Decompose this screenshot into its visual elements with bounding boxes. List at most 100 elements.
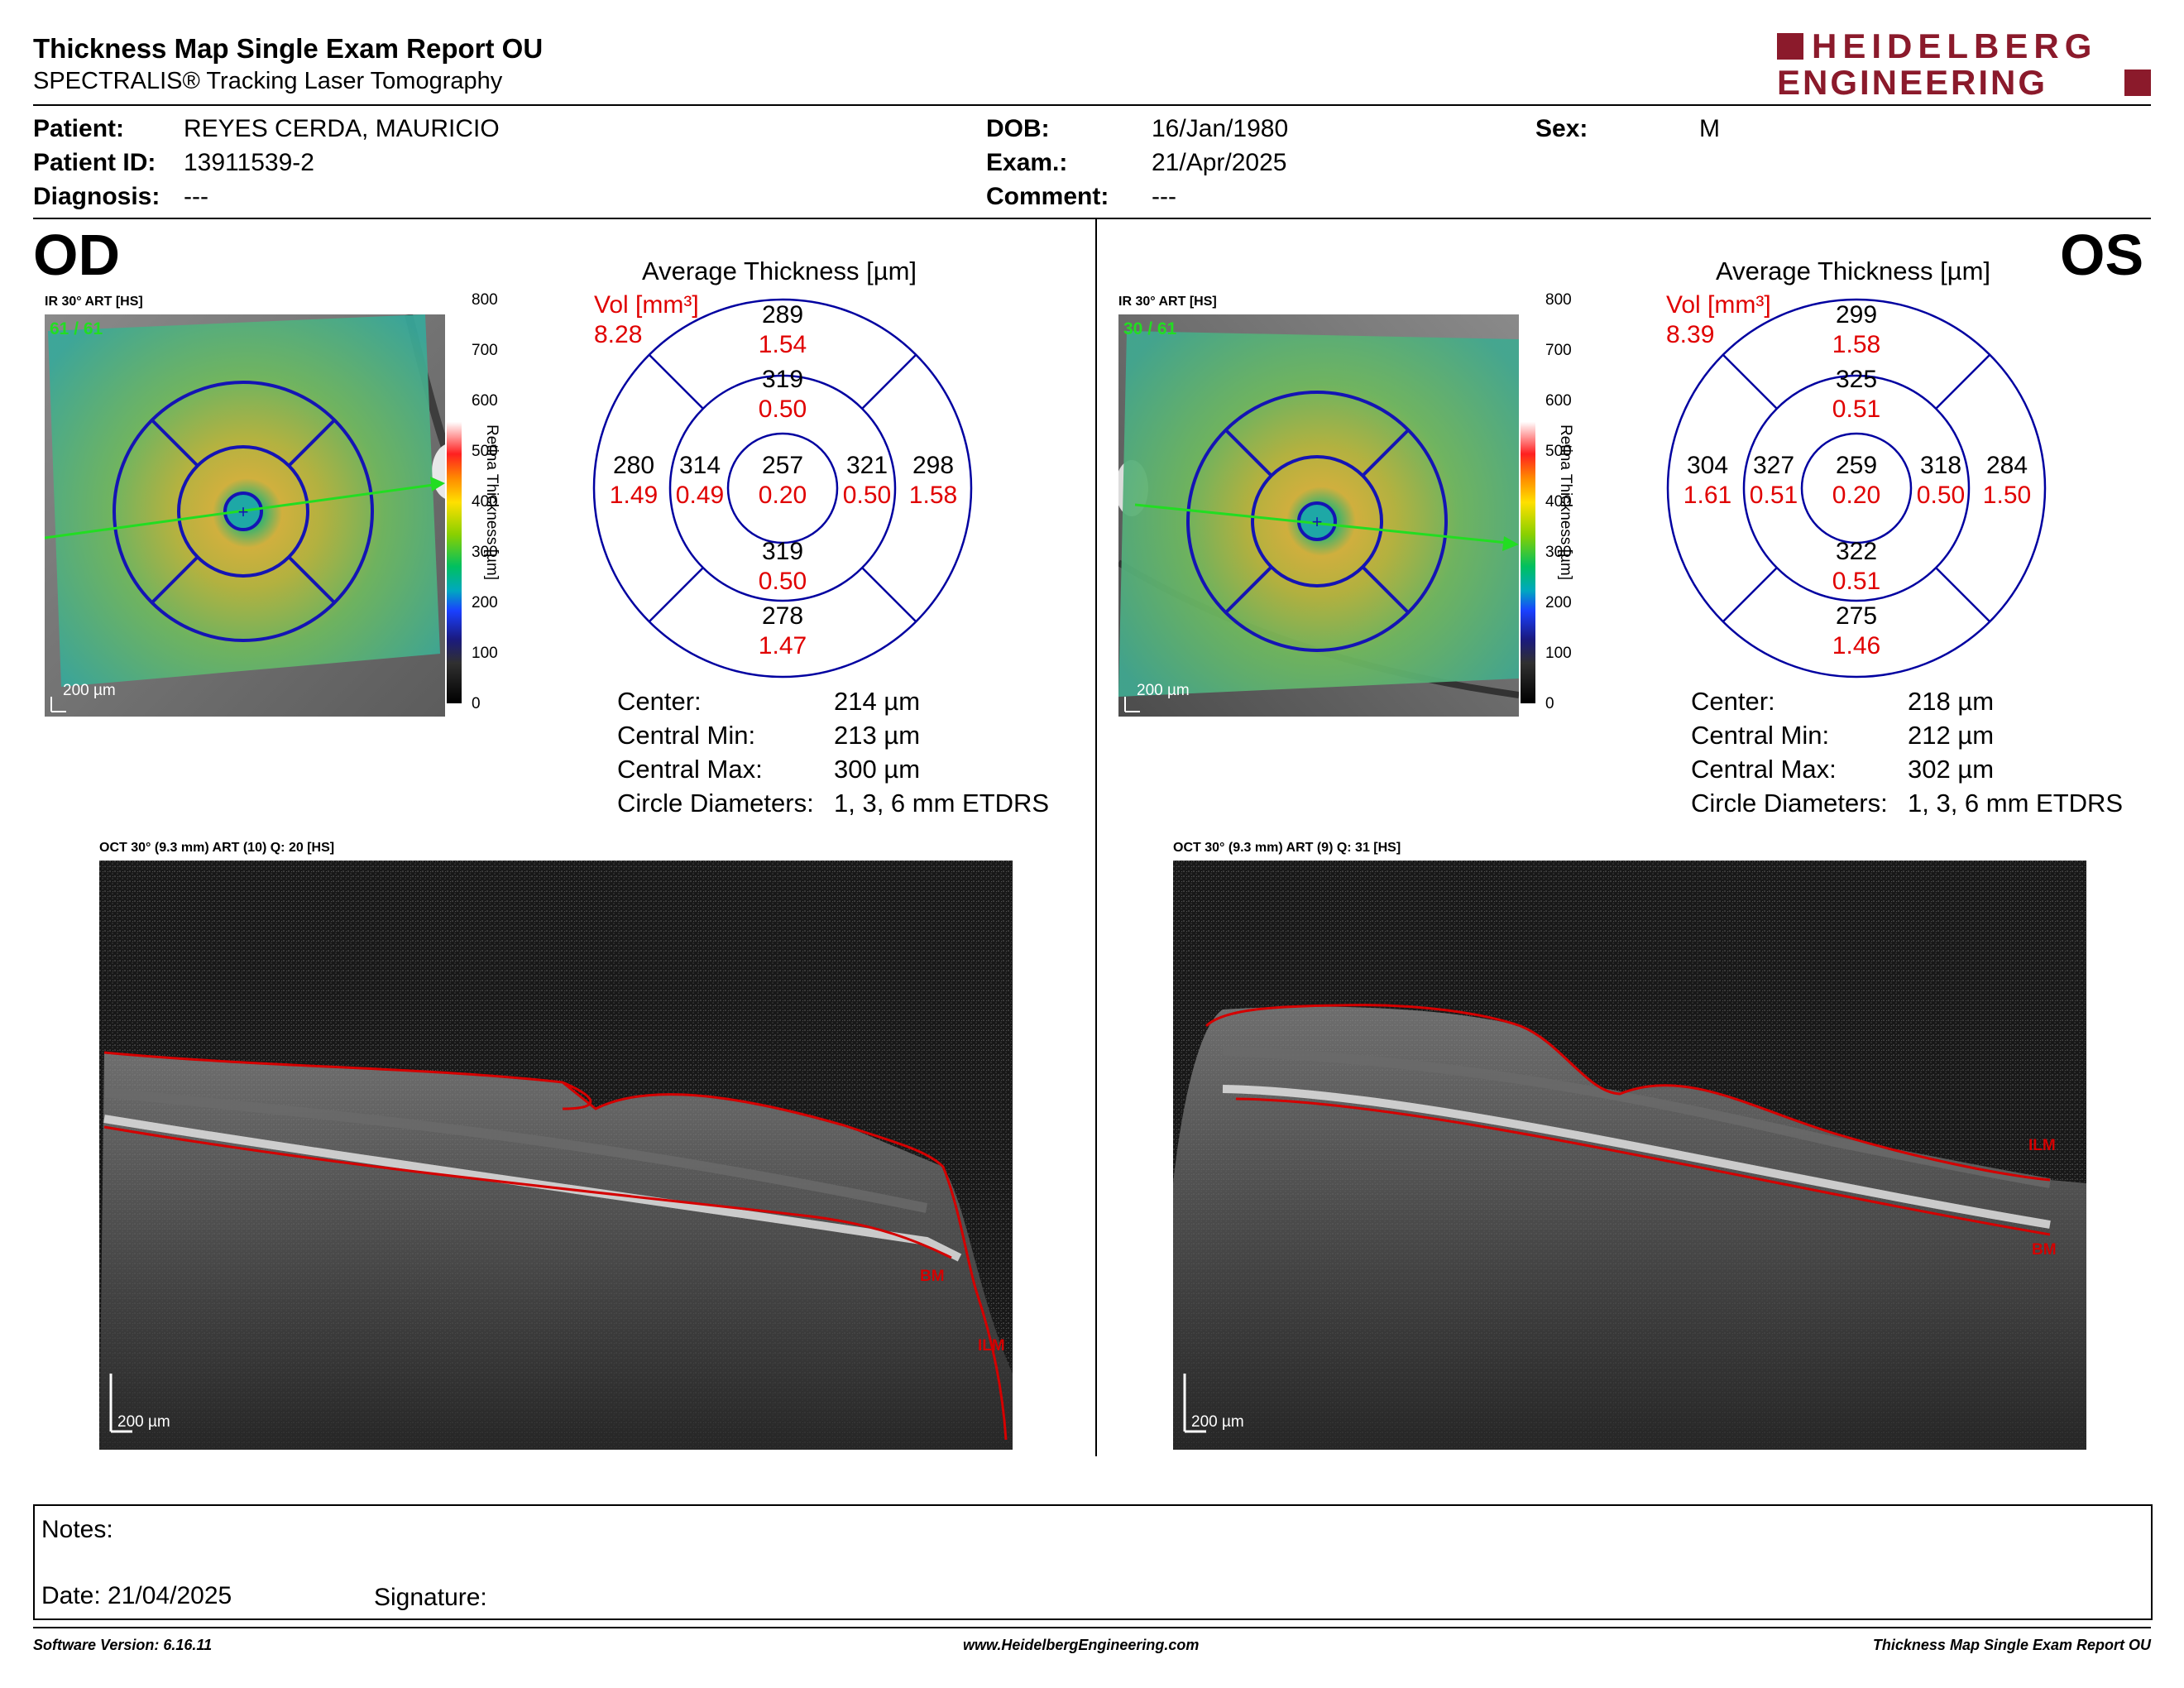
od-colorbar: [447, 301, 462, 703]
od-tick-300: 300: [472, 544, 498, 561]
od-stat-max-value: 300 µm: [834, 755, 921, 784]
od-outer-right-v: 1.58: [908, 482, 958, 509]
eye-divider: [1095, 219, 1097, 1456]
svg-text:+: +: [238, 501, 249, 522]
logo-square-bottom: [2124, 70, 2151, 96]
os-tick-600: 600: [1545, 392, 1572, 410]
os-fundus-scale: 200 µm: [1137, 682, 1190, 699]
footer-software-version: Software Version: 6.16.11: [33, 1637, 213, 1653]
patient-divider: [33, 218, 2151, 219]
footer-divider: [33, 1627, 2151, 1628]
comment-value: ---: [1152, 183, 1176, 210]
od-outer-sup-t: 289: [761, 301, 804, 328]
exam-label: Exam.:: [986, 149, 1068, 176]
od-colorbar-title: Retina Thickness [µm]: [483, 424, 500, 580]
od-inner-left-t: 314: [678, 452, 721, 479]
os-tick-300: 300: [1545, 544, 1572, 561]
os-outer-sup-t: 299: [1835, 301, 1878, 328]
od-colorbar-ticks: 800 700 600 500 400 300 200 100 0: [462, 290, 503, 720]
os-thickness-map: +: [1118, 314, 1519, 717]
os-stat-max-label: Central Max:: [1691, 755, 1837, 784]
dob-label: DOB:: [986, 115, 1050, 142]
os-oct-label: OCT 30° (9.3 mm) ART (9) Q: 31 [HS]: [1173, 841, 1401, 855]
od-oct-ilm-label: ILM: [978, 1337, 1005, 1355]
od-fundus-image: + 61 / 61 200 µm: [45, 314, 445, 717]
os-stat-diam-label: Circle Diameters:: [1691, 789, 1888, 818]
od-outer-sup-v: 1.54: [758, 331, 807, 358]
od-outer-inf-v: 1.47: [758, 632, 807, 659]
od-etdrs-values: 289 1.54 319 0.50 280 1.49 314 0.49 257 …: [592, 298, 973, 679]
os-outer-right-t: 284: [1985, 452, 2028, 479]
od-stat-min-value: 213 µm: [834, 721, 921, 750]
report-subtitle: SPECTRALIS® Tracking Laser Tomography: [33, 68, 503, 94]
notes-box[interactable]: Notes: Date: 21/04/2025 Signature:: [33, 1504, 2153, 1620]
os-etdrs-grid: [1666, 298, 2047, 679]
footer-report-name: Thickness Map Single Exam Report OU: [1872, 1637, 2151, 1653]
od-oct-label: OCT 30° (9.3 mm) ART (10) Q: 20 [HS]: [99, 841, 335, 855]
os-outer-inf-v: 1.46: [1832, 632, 1881, 659]
signature-label: Signature:: [374, 1584, 487, 1611]
od-stat-diam-label: Circle Diameters:: [617, 789, 814, 818]
od-oct-bm-label: BM: [920, 1268, 945, 1285]
heidelberg-logo: HEIDELBERG ENGINEERING: [1777, 28, 2151, 102]
patient-value: REYES CERDA, MAURICIO: [184, 115, 500, 142]
os-inner-sup-v: 0.51: [1832, 396, 1881, 423]
od-stat-center-label: Center:: [617, 687, 702, 716]
os-vol-label: Vol [mm³]: [1666, 291, 1771, 319]
os-stat-max-value: 302 µm: [1908, 755, 1995, 784]
od-inner-right-v: 0.50: [842, 482, 892, 509]
od-tick-0: 0: [472, 695, 481, 712]
os-outer-sup-v: 1.58: [1832, 331, 1881, 358]
od-etdrs-grid: [592, 298, 973, 679]
comment-label: Comment:: [986, 183, 1109, 210]
os-total-vol: 8.39: [1666, 321, 1715, 348]
os-tick-200: 200: [1545, 594, 1572, 611]
logo-square-top: [1777, 33, 1803, 60]
od-avg-title: Average Thickness [µm]: [642, 257, 917, 285]
os-stat-min-label: Central Min:: [1691, 721, 1830, 750]
os-tick-0: 0: [1545, 695, 1554, 712]
logo-line2: ENGINEERING: [1777, 63, 2048, 102]
os-avg-title: Average Thickness [µm]: [1716, 257, 1991, 285]
os-tick-400: 400: [1545, 493, 1572, 511]
od-inner-right-t: 321: [845, 452, 888, 479]
diagnosis-value: ---: [184, 183, 208, 210]
od-center-t: 257: [761, 452, 804, 479]
footer-website-link[interactable]: www.HeidelbergEngineering.com: [963, 1637, 1200, 1653]
od-tick-100: 100: [472, 645, 498, 662]
os-stat-min-value: 212 µm: [1908, 721, 1995, 750]
os-stat-center-label: Center:: [1691, 687, 1775, 716]
os-center-v: 0.20: [1832, 482, 1881, 509]
os-tick-100: 100: [1545, 645, 1572, 662]
od-total-vol: 8.28: [594, 321, 643, 348]
notes-label: Notes:: [41, 1516, 113, 1543]
os-eye-label: OS: [2060, 223, 2144, 287]
od-inner-sup-v: 0.50: [758, 396, 807, 423]
od-stat-diam-value: 1, 3, 6 mm ETDRS: [834, 789, 1050, 818]
od-tick-400: 400: [472, 493, 498, 511]
od-frames-count: 61 / 61: [50, 319, 103, 338]
os-outer-left-v: 1.61: [1683, 482, 1732, 509]
os-outer-right-v: 1.50: [1982, 482, 2032, 509]
os-stat-diam-value: 1, 3, 6 mm ETDRS: [1908, 789, 2124, 818]
os-stat-center-value: 218 µm: [1908, 687, 1995, 716]
diagnosis-label: Diagnosis:: [33, 183, 160, 210]
od-thickness-map: +: [45, 314, 445, 717]
od-tick-700: 700: [472, 342, 498, 359]
od-eye-label: OD: [33, 223, 120, 287]
od-fundus-label: IR 30° ART [HS]: [45, 295, 143, 309]
os-inner-left-v: 0.51: [1749, 482, 1798, 509]
os-outer-left-t: 304: [1686, 452, 1729, 479]
od-vol-label: Vol [mm³]: [594, 291, 699, 319]
exam-value: 21/Apr/2025: [1152, 149, 1287, 176]
dob-value: 16/Jan/1980: [1152, 115, 1289, 142]
header-divider: [33, 104, 2151, 106]
od-oct-scan: 200 µm BM ILM: [99, 861, 1013, 1450]
od-center-v: 0.20: [758, 482, 807, 509]
os-outer-inf-t: 275: [1835, 602, 1878, 630]
od-fundus-scale: 200 µm: [63, 682, 116, 699]
os-colorbar-title: Retina Thickness [µm]: [1557, 424, 1574, 580]
os-colorbar-ticks: 800 700 600 500 400 300 200 100 0: [1535, 290, 1577, 720]
os-oct-scale: 200 µm: [1191, 1413, 1244, 1431]
od-stat-min-label: Central Min:: [617, 721, 756, 750]
